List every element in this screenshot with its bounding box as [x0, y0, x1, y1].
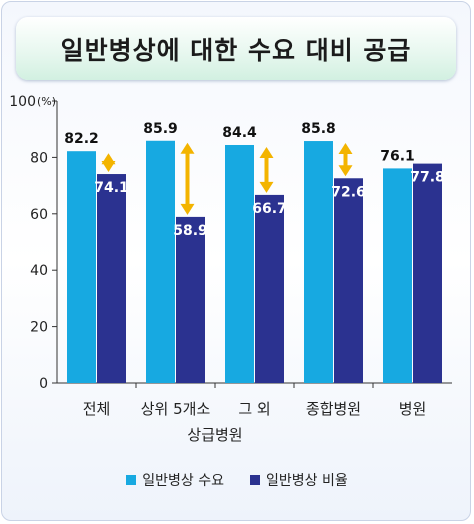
- legend: 일반병상 수요 일반병상 비율: [0, 470, 474, 490]
- data-label-demand-2: 84.4: [222, 125, 257, 141]
- bar-supply-1: [176, 216, 205, 383]
- x-tick-label-0: 전체: [83, 400, 111, 418]
- data-label-supply-1: 58.9: [173, 223, 208, 239]
- bar-chart: 0 20 40 60 80 100 (%) 82.2 74.1 전체 85.9 58.9 상위 5개소 8…: [9, 94, 452, 444]
- data-label-supply-3: 72.6: [331, 184, 366, 200]
- data-label-demand-1: 85.9: [143, 121, 178, 137]
- y-tick-label-0: 0: [39, 376, 48, 392]
- x-tick-label-1: 상위 5개소: [141, 400, 211, 418]
- gap-arrow-head-top-3: [338, 143, 353, 155]
- data-label-supply-2: 66.7: [252, 201, 287, 217]
- bar-demand-3: [304, 141, 333, 383]
- y-tick-label-80: 80: [30, 150, 48, 166]
- bar-demand-1: [146, 140, 175, 383]
- y-unit-label: (%): [37, 95, 56, 108]
- data-label-supply-4: 77.8: [410, 170, 445, 186]
- legend-item-supply: 일반병상 비율: [250, 470, 348, 490]
- gap-arrow-head-bottom-2: [259, 181, 274, 193]
- x-tick-label-4: 병원: [399, 400, 427, 418]
- bar-demand-2: [225, 144, 254, 383]
- y-tick-label-20: 20: [30, 320, 48, 336]
- title-box: 일반병상에 대한 수요 대비 공급: [16, 17, 456, 80]
- legend-label-demand: 일반병상 수요: [142, 473, 224, 489]
- bar-supply-2: [255, 194, 284, 383]
- legend-swatch-supply: [250, 475, 260, 485]
- y-tick-label-60: 60: [30, 207, 48, 223]
- bar-supply-0: [97, 174, 126, 383]
- chart-title: 일반병상에 대한 수요 대비 공급: [60, 35, 412, 65]
- gap-arrow-head-top-1: [180, 142, 195, 154]
- gap-arrow-head-bottom-0: [101, 161, 116, 173]
- gap-arrow-head-bottom-1: [180, 203, 195, 215]
- legend-swatch-demand: [126, 475, 137, 485]
- legend-item-demand: 일반병상 수요: [126, 470, 224, 490]
- legend-label-supply: 일반병상 비율: [266, 473, 348, 489]
- data-label-demand-3: 85.8: [301, 121, 336, 137]
- x-tick-label-3: 종합병원: [306, 400, 361, 418]
- y-tick-label-40: 40: [30, 263, 48, 279]
- data-label-demand-0: 82.2: [64, 131, 99, 147]
- gap-arrow-head-bottom-3: [338, 165, 353, 177]
- bar-demand-0: [67, 151, 96, 383]
- bar-supply-3: [334, 178, 363, 383]
- y-tick-label-100: 100: [9, 94, 36, 110]
- x-tick-label-2: 그 외: [238, 400, 270, 418]
- x-group-label: 상급병원: [187, 426, 242, 444]
- gap-arrow-head-top-2: [259, 146, 274, 158]
- bar-supply-4: [413, 163, 442, 383]
- data-label-demand-4: 76.1: [380, 148, 415, 164]
- bar-demand-4: [383, 168, 412, 383]
- data-label-supply-0: 74.1: [94, 180, 129, 196]
